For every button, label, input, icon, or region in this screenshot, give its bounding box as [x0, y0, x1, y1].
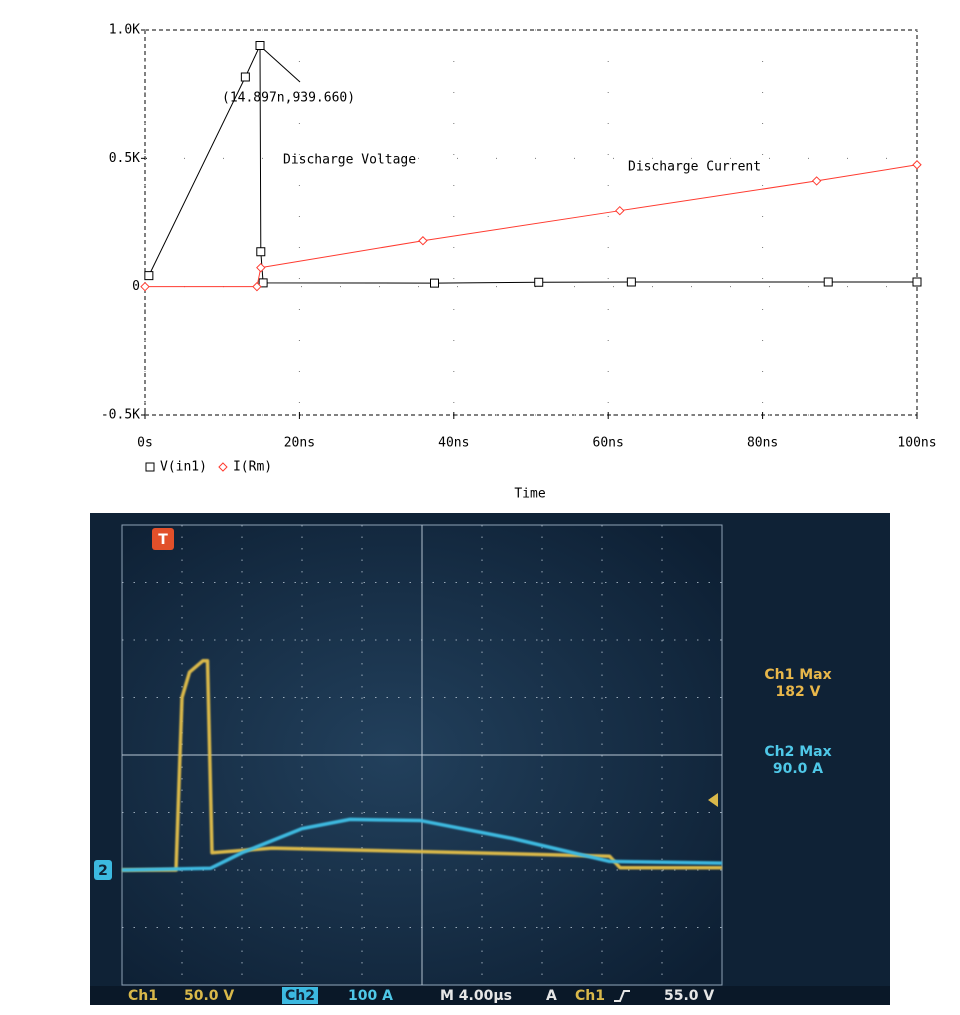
point-marker [615, 205, 625, 216]
status-item: 55.0 V [664, 988, 714, 1004]
status-item: Ch2 [285, 988, 315, 1004]
readout-label: Ch1 Max [764, 667, 831, 683]
x-axis-label: Time [514, 487, 545, 502]
series-line [121, 817, 723, 872]
point-marker [255, 40, 265, 50]
point-marker [218, 462, 228, 472]
x-tick-label: 40ns [438, 436, 469, 451]
legend-label: I(Rm) [233, 460, 272, 475]
series-line [148, 44, 917, 284]
status-item: Ch1 [575, 988, 605, 1004]
point-marker [240, 72, 250, 82]
trigger-marker [152, 528, 174, 550]
series-line [122, 658, 722, 872]
oscilloscope-photo: T 2 Ch1 Max 182 V Ch2 Max 90.0 A Ch1 50.… [90, 513, 890, 1005]
annotation-pointer [258, 44, 301, 83]
ch2-marker-label: 2 [98, 863, 108, 879]
status-item: 100 A [348, 988, 393, 1004]
point-marker [823, 277, 833, 287]
point-marker [430, 278, 439, 288]
x-tick-label: 0s [137, 436, 153, 451]
y-tick-label: 1.0K [109, 23, 140, 38]
point-marker [256, 262, 266, 273]
y-tick-label: -0.5K [101, 408, 140, 423]
point-marker [912, 277, 922, 287]
status-item: A [546, 988, 557, 1004]
point-marker [418, 236, 428, 246]
point-marker [252, 281, 262, 292]
x-tick-label: 80ns [747, 436, 778, 451]
readout-value: 182 V [776, 684, 821, 700]
ch2-marker [94, 860, 112, 880]
point-marker [144, 271, 154, 281]
point-marker [534, 277, 544, 287]
y-tick-label: 0.5K [109, 151, 140, 166]
y-tick-label: 0 [132, 279, 140, 294]
readout-value: 90.0 A [773, 761, 823, 777]
point-marker [140, 281, 150, 292]
point-marker [912, 160, 922, 170]
point-marker [256, 247, 266, 257]
point-marker [626, 277, 636, 287]
x-tick-label: 20ns [284, 436, 315, 451]
status-item: M 4.00µs [440, 988, 512, 1004]
x-tick-label: 100ns [897, 436, 936, 451]
trigger-level-arrow [708, 793, 718, 807]
point-marker [145, 462, 155, 472]
status-item: Ch1 [128, 988, 158, 1004]
x-tick-label: 60ns [593, 436, 624, 451]
status-item-box [282, 987, 318, 1004]
annotation: (14.897n,939.660) [222, 91, 355, 106]
readout-label: Ch2 Max [764, 744, 831, 760]
annotation: Discharge Voltage [283, 153, 416, 168]
trigger-marker-label: T [158, 532, 168, 548]
legend-label: V(in1) [160, 460, 207, 475]
trigger-slope-icon [614, 990, 630, 1002]
simulation-chart: Time -0.5K 0 0.5K 1.0K 0s 20ns 40ns 60ns 80ns 100… [101, 23, 937, 502]
point-marker [811, 176, 822, 186]
annotation: Discharge Current [628, 160, 761, 175]
plot-frame [144, 29, 918, 416]
status-item: 50.0 V [184, 988, 234, 1004]
